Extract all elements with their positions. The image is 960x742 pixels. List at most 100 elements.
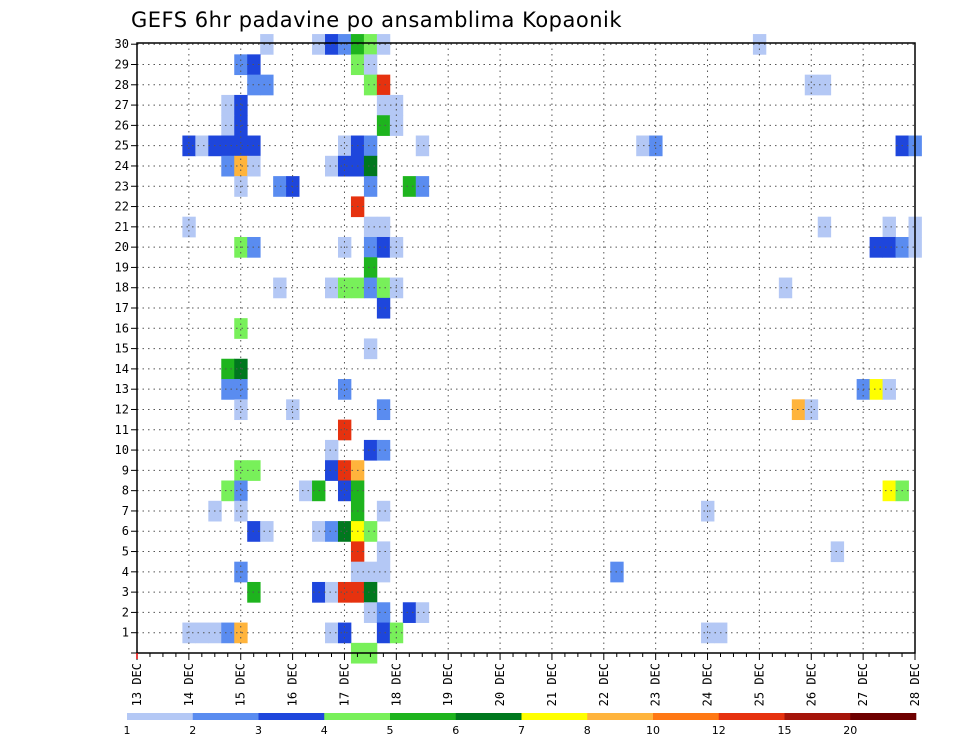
legend-swatch — [850, 713, 917, 720]
precip-cell — [221, 379, 235, 400]
precip-cell — [415, 602, 430, 623]
x-tick-label: 13 DEC — [130, 663, 144, 706]
plot-frame — [136, 42, 916, 654]
y-tick-label: 2 — [122, 605, 129, 619]
legend-swatch — [784, 713, 851, 720]
legend-label: 1 — [124, 724, 131, 737]
precip-cell — [376, 216, 391, 238]
precip-cell — [804, 74, 819, 96]
precip-cell — [234, 480, 248, 502]
precip-cell — [337, 277, 352, 299]
y-tick-label: 10 — [115, 443, 129, 457]
legend-swatch — [587, 713, 654, 720]
y-tick-label: 13 — [115, 382, 129, 396]
precip-cell — [221, 622, 235, 644]
x-tick-label: 16 DEC — [286, 663, 300, 706]
y-tick-label: 20 — [115, 240, 129, 254]
precip-cell — [234, 318, 248, 339]
legend-label: 5 — [387, 724, 394, 737]
y-axis: 1234567891011121314151617181920212223242… — [115, 37, 137, 654]
legend-swatch — [521, 713, 588, 720]
precip-cell — [221, 480, 235, 502]
precip-cell — [376, 561, 391, 583]
precip-cell — [221, 115, 235, 136]
precip-cell — [325, 622, 339, 644]
precip-cell — [234, 358, 248, 380]
precip-cell — [363, 521, 378, 542]
precip-cell — [234, 155, 248, 177]
x-tick-label: 17 DEC — [337, 663, 351, 706]
precip-cell — [182, 135, 196, 157]
precip-cell — [286, 399, 300, 421]
precip-cell — [337, 480, 352, 502]
y-tick-label: 27 — [115, 98, 129, 112]
y-tick-label: 17 — [115, 301, 129, 315]
legend-swatch — [192, 713, 259, 720]
precip-cell — [337, 521, 352, 542]
precip-cell — [337, 135, 352, 157]
precip-cell — [869, 379, 883, 400]
precip-cell — [260, 74, 274, 96]
precip-cell — [363, 176, 378, 197]
x-axis: 13 DEC 14 DEC 15 DEC 16 DEC 17 DEC 18 DEC 19 D… — [130, 653, 922, 706]
x-tick-label: 22 DEC — [597, 663, 611, 706]
precip-cell — [363, 257, 378, 278]
precip-cell — [882, 216, 896, 238]
x-tick-label: 25 DEC — [752, 663, 766, 706]
y-tick-label: 19 — [115, 260, 129, 274]
precip-cell — [195, 622, 209, 644]
precip-cell — [234, 460, 248, 481]
legend-swatch — [718, 713, 785, 720]
y-tick-label: 30 — [115, 37, 129, 51]
legend-swatch — [258, 713, 325, 720]
legend-label: 7 — [518, 724, 525, 737]
precip-cell — [337, 460, 352, 481]
precip-cell — [337, 581, 352, 603]
legend-label: 4 — [321, 724, 328, 737]
legend-label: 3 — [255, 724, 262, 737]
y-tick-label: 9 — [122, 463, 129, 477]
precip-cell — [325, 439, 339, 461]
precip-cell — [221, 155, 235, 177]
precip-cell — [234, 135, 248, 157]
y-tick-label: 24 — [115, 159, 129, 173]
precip-cell — [402, 602, 417, 623]
y-tick-label: 5 — [122, 545, 129, 559]
precip-cell — [817, 74, 832, 96]
precip-cell — [363, 602, 378, 623]
x-tick-label: 24 DEC — [701, 663, 715, 706]
precip-cell — [234, 94, 248, 116]
precip-cell — [325, 460, 339, 481]
legend-label: 10 — [646, 724, 660, 737]
y-tick-label: 18 — [115, 281, 129, 295]
legend-swatch — [653, 713, 720, 720]
y-tick-label: 23 — [115, 179, 129, 193]
precip-cell — [376, 541, 391, 563]
precip-cell — [337, 419, 352, 441]
precip-cell — [221, 94, 235, 116]
precip-cell — [402, 176, 417, 197]
precip-cell — [376, 236, 391, 258]
precip-cell — [221, 135, 235, 157]
precip-cell — [363, 561, 378, 583]
precip-cell — [376, 277, 391, 299]
precip-cell — [376, 622, 391, 644]
precip-cell — [804, 399, 819, 421]
precip-cell — [273, 176, 287, 197]
precip-cell — [869, 236, 883, 258]
precip-cell — [817, 216, 832, 238]
y-tick-label: 11 — [115, 423, 129, 437]
precip-cell — [234, 54, 248, 76]
precip-cell — [363, 155, 378, 177]
precip-cell — [260, 521, 274, 542]
x-tick-label: 19 DEC — [441, 663, 455, 706]
x-tick-label: 26 DEC — [804, 663, 818, 706]
precip-cell — [325, 581, 339, 603]
legend-label: 12 — [712, 724, 726, 737]
precip-cell — [882, 480, 896, 502]
precip-cell — [363, 34, 378, 55]
x-tick-label: 14 DEC — [182, 663, 196, 706]
y-tick-label: 1 — [122, 626, 129, 640]
precip-cell — [325, 155, 339, 177]
y-tick-label: 8 — [122, 484, 129, 498]
